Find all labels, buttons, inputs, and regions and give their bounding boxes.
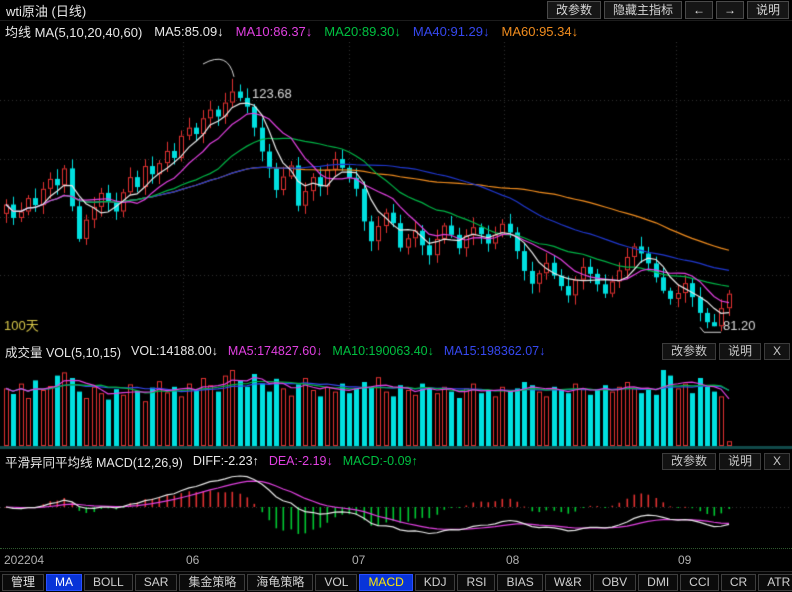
help-button[interactable]: 说明 [746, 1, 789, 19]
toolbar-tab-CCI[interactable]: CCI [680, 573, 719, 591]
volume-chart-canvas[interactable] [0, 360, 792, 450]
indicator-value: MA10:86.37↓ [235, 24, 313, 39]
symbol-title: wti原油 (日线) [6, 3, 87, 19]
toolbar-tab-MACD[interactable]: MACD [359, 573, 413, 591]
toolbar-tab-OBV[interactable]: OBV [592, 573, 637, 591]
toolbar-tab-ATR[interactable]: ATR [758, 573, 792, 591]
volume-pane-buttons: 改参数 说明 X [661, 342, 792, 360]
indicator-value: MA20:89.30↓ [324, 24, 401, 39]
volume-indicator-label: 成交量 VOL(5,10,15) [5, 345, 122, 360]
close-button[interactable]: X [763, 342, 790, 360]
macd-values: DIFF:-2.23↑ DEA:-2.19↓ MACD:-0.09↑ [193, 454, 418, 468]
indicator-toolbar: 管理 MA BOLL SAR 集金策略 海龟策略 VOL MACD KDJ RSI BIAS W&R O… [0, 571, 792, 592]
main-chart-canvas[interactable] [0, 42, 792, 342]
toolbar-tab-RSI[interactable]: RSI [457, 573, 496, 591]
indicator-value: MA5:85.09↓ [154, 24, 224, 39]
next-arrow-button[interactable]: → [715, 1, 744, 19]
toolbar-tab-DMI[interactable]: DMI [638, 573, 679, 591]
indicator-value: DEA:-2.19↓ [268, 454, 333, 468]
toolbar-tab-集金策略[interactable]: 集金策略 [179, 573, 246, 591]
macd-pane-buttons: 改参数 说明 X [661, 452, 792, 470]
macd-header: 平滑异同平均线 MACD(12,26,9) DIFF:-2.23↑ DEA:-2.… [0, 452, 792, 470]
indicator-value: MA40:91.29↓ [412, 24, 490, 39]
toolbar-tab-W&R[interactable]: W&R [544, 573, 591, 591]
x-axis-label: 06 [186, 553, 200, 567]
indicator-value: MA60:95.34↓ [501, 24, 579, 39]
indicator-value: MA5:174827.60↓ [227, 344, 323, 358]
close-button[interactable]: X [763, 452, 790, 470]
change-params-button[interactable]: 改参数 [661, 452, 716, 470]
ma-values: MA5:85.09↓ MA10:86.37↓ MA20:89.30↓ MA40:91.… [154, 24, 578, 39]
indicator-value: MACD:-0.09↑ [342, 454, 418, 468]
indicator-value: MA10:190063.40↓ [332, 344, 434, 358]
volume-values: VOL:14188.00↓ MA5:174827.60↓ MA10:190063.4… [131, 344, 545, 358]
macd-indicator-label: 平滑异同平均线 MACD(12,26,9) [5, 455, 183, 470]
toolbar-tab-CR[interactable]: CR [720, 573, 757, 591]
change-params-button[interactable]: 改参数 [661, 342, 716, 360]
toolbar-tab-BOLL[interactable]: BOLL [84, 573, 133, 591]
macd-chart-canvas[interactable] [0, 470, 792, 547]
title-buttons: 改参数 隐藏主指标 ← → 说明 [546, 1, 789, 19]
ma-indicator-label: 均线 MA(5,10,20,40,60) [5, 25, 143, 40]
toolbar-tab-管理[interactable]: 管理 [2, 573, 45, 591]
toolbar-tab-BIAS[interactable]: BIAS [497, 573, 543, 591]
toolbar-tab-VOL[interactable]: VOL [315, 573, 358, 591]
hide-main-indicator-button[interactable]: 隐藏主指标 [603, 1, 682, 19]
indicator-value: VOL:14188.00↓ [131, 344, 218, 358]
x-axis-label: 08 [506, 553, 520, 567]
toolbar-tab-海龟策略[interactable]: 海龟策略 [247, 573, 314, 591]
title-bar: wti原油 (日线) 改参数 隐藏主指标 ← → 说明 [0, 0, 792, 21]
help-button[interactable]: 说明 [718, 342, 761, 360]
help-button[interactable]: 说明 [718, 452, 761, 470]
indicator-value: DIFF:-2.23↑ [192, 454, 259, 468]
change-params-button[interactable]: 改参数 [546, 1, 601, 19]
toolbar-tab-MA[interactable]: MA [46, 573, 83, 591]
x-axis-label: 202204 [4, 553, 45, 567]
x-axis-label: 09 [678, 553, 692, 567]
x-axis-label: 07 [352, 553, 366, 567]
volume-header: 成交量 VOL(5,10,15) VOL:14188.00↓ MA5:174827… [0, 342, 792, 360]
toolbar-tab-KDJ[interactable]: KDJ [414, 573, 456, 591]
x-axis: 202204 06 07 08 09 [0, 548, 792, 571]
ma-indicator-header: 均线 MA(5,10,20,40,60) MA5:85.09↓ MA10:86.3… [0, 21, 792, 42]
indicator-value: MA15:198362.07↓ [443, 344, 546, 358]
prev-arrow-button[interactable]: ← [684, 1, 713, 19]
toolbar-tab-SAR[interactable]: SAR [134, 573, 178, 591]
